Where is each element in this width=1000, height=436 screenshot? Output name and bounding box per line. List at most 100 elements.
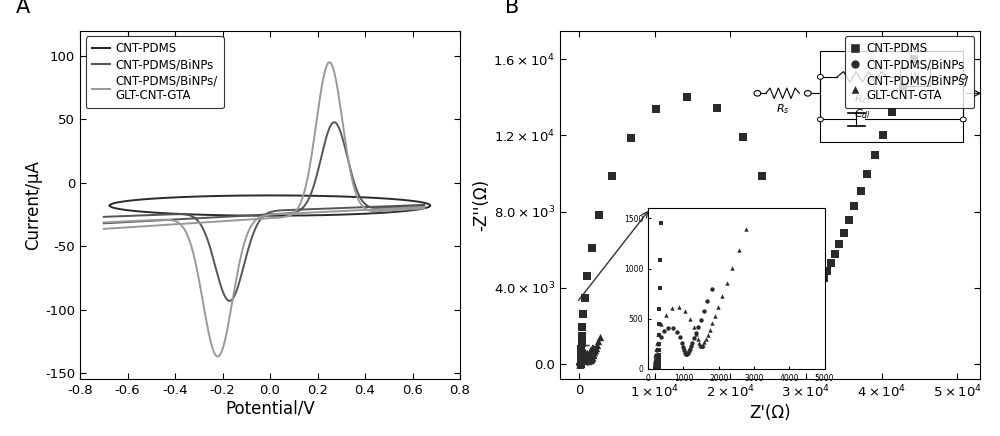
Point — [582, 351, 598, 358]
Point — [583, 355, 599, 362]
Point — [573, 358, 589, 365]
Point — [573, 356, 589, 363]
Point — [794, 289, 810, 296]
Point — [799, 296, 815, 303]
Point — [590, 338, 606, 345]
Point — [805, 292, 821, 299]
Point — [572, 361, 588, 368]
Point — [572, 360, 588, 367]
Circle shape — [817, 117, 823, 122]
Text: W: W — [910, 72, 920, 82]
Point — [584, 347, 600, 354]
Point — [846, 203, 862, 210]
Legend: CNT-PDMS, CNT-PDMS/BiNPs, CNT-PDMS/BiNPs/
GLT-CNT-GTA: CNT-PDMS, CNT-PDMS/BiNPs, CNT-PDMS/BiNPs… — [845, 37, 974, 108]
Point — [572, 361, 588, 368]
Point — [580, 351, 596, 358]
Point — [827, 250, 843, 257]
Point — [573, 358, 589, 365]
Point — [579, 358, 595, 364]
Point — [573, 361, 589, 368]
Point — [623, 135, 639, 142]
Point — [573, 360, 589, 367]
Point — [572, 361, 588, 368]
Text: B: B — [505, 0, 520, 17]
X-axis label: Potential/V: Potential/V — [225, 400, 315, 418]
Point — [573, 345, 589, 352]
Point — [576, 353, 592, 360]
Point — [589, 341, 605, 348]
Point — [572, 361, 588, 368]
Point — [572, 361, 588, 368]
Point — [573, 354, 589, 361]
Point — [574, 354, 590, 361]
Point — [573, 360, 589, 367]
Point — [767, 211, 783, 218]
Point — [573, 361, 589, 368]
Point — [581, 354, 597, 361]
Circle shape — [817, 75, 823, 79]
Point — [582, 353, 598, 360]
Point — [580, 356, 596, 363]
Point — [775, 244, 791, 251]
Point — [579, 358, 595, 364]
Point — [572, 361, 588, 368]
Point — [867, 152, 883, 159]
Point — [573, 360, 589, 367]
Point — [583, 355, 599, 362]
Point — [577, 349, 593, 356]
Point — [572, 361, 588, 368]
Point — [573, 354, 589, 361]
Point — [679, 94, 695, 101]
Point — [604, 173, 620, 180]
Point — [572, 359, 588, 366]
Legend: CNT-PDMS, CNT-PDMS/BiNPs, CNT-PDMS/BiNPs/
GLT-CNT-GTA: CNT-PDMS, CNT-PDMS/BiNPs, CNT-PDMS/BiNPs… — [86, 37, 224, 108]
Point — [574, 340, 590, 347]
Point — [585, 351, 601, 358]
Point — [587, 347, 603, 354]
Point — [574, 354, 590, 361]
Point — [572, 361, 588, 368]
Point — [573, 360, 589, 367]
Y-axis label: Current/μA: Current/μA — [24, 160, 42, 250]
Point — [572, 361, 588, 368]
Point — [585, 345, 601, 352]
Point — [573, 360, 589, 367]
Point — [573, 352, 589, 359]
Point — [573, 356, 589, 363]
Point — [578, 354, 594, 361]
Point — [648, 105, 664, 112]
Circle shape — [960, 75, 966, 79]
Point — [816, 274, 832, 281]
Point — [582, 356, 598, 363]
Text: $R_{ct}$: $R_{ct}$ — [854, 92, 871, 106]
Point — [579, 350, 595, 357]
Point — [581, 354, 597, 361]
Point — [572, 360, 588, 367]
Point — [572, 360, 588, 367]
Point — [895, 83, 911, 90]
Point — [884, 109, 900, 116]
Point — [581, 355, 597, 362]
Point — [779, 272, 795, 279]
Point — [578, 357, 594, 364]
Point — [574, 333, 590, 340]
Point — [572, 361, 588, 368]
Point — [592, 334, 608, 341]
Bar — [820, 51, 963, 142]
Point — [572, 360, 588, 367]
Point — [575, 350, 591, 357]
Point — [573, 359, 589, 366]
Point — [754, 172, 770, 179]
Point — [582, 356, 598, 363]
Point — [583, 350, 599, 357]
Point — [577, 294, 593, 301]
Point — [808, 289, 824, 296]
Point — [572, 361, 588, 368]
Point — [572, 361, 588, 368]
Point — [572, 361, 588, 368]
Point — [572, 360, 588, 367]
Point — [572, 360, 588, 367]
Point — [836, 229, 852, 236]
Point — [584, 354, 600, 361]
Point — [573, 361, 589, 368]
